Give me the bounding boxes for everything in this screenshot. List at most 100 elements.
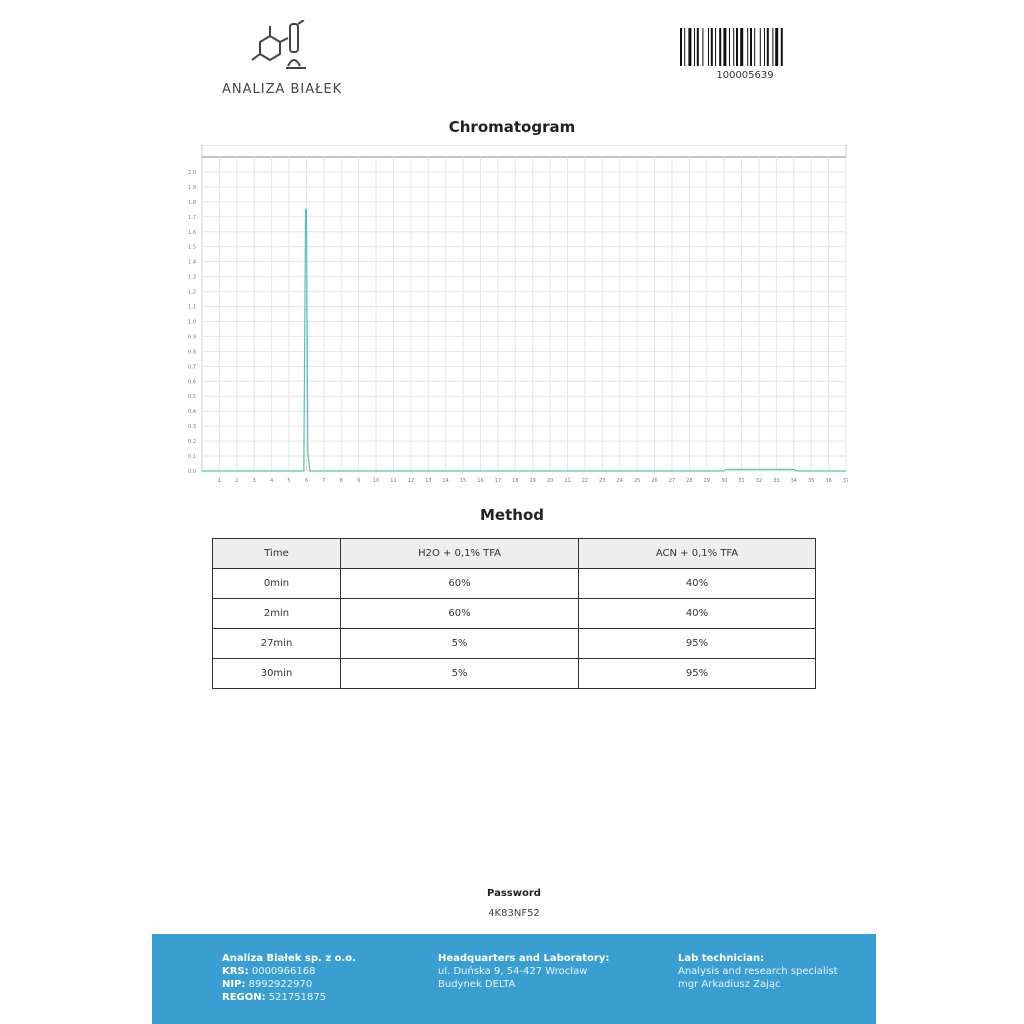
x-tick-label: 28 [686,478,692,484]
barcode-bar [729,28,730,66]
x-tick-label: 36 [825,478,831,484]
barcode-number: 100005639 [716,70,774,81]
chromatogram-chart: 1 2 3 4 5 6 7 8 9 10 11 12 13 14 15 16 17 18 19 20 21 22 23 24 2… [188,145,848,484]
x-tick-label: 25 [634,478,640,484]
barcode-bar [710,28,713,66]
x-tick-label: 23 [599,478,605,484]
y-tick-label: 1.4 [188,260,196,266]
nip-value: 8992922970 [248,979,313,990]
x-tick-label: 34 [791,478,797,484]
x-tick-label: 19 [530,478,536,484]
table-row: 2min 60% 40% [212,598,816,629]
y-tick-label: 0.0 [188,469,196,475]
x-tick-label: 37 [843,478,848,484]
barcode-bar [775,28,779,66]
cell: 40% [578,598,816,629]
chart-title: Chromatogram [448,118,576,136]
hq-address: ul. Duńska 9, 54-427 Wrocław [438,966,588,977]
y-tick-label: 1.3 [188,275,196,281]
table-row: 30min 5% 95% [212,658,816,689]
barcode-bar [747,28,749,66]
cell: 60% [340,568,579,599]
x-tick-label: 35 [808,478,814,484]
cell: 0min [212,568,341,599]
y-tick-label: 1.5 [188,245,196,251]
logo-icon [251,20,306,69]
x-tick-label: 33 [773,478,779,484]
y-tick-label: 1.1 [188,305,196,311]
y-tick-label: 0.5 [188,394,196,400]
cell: 95% [578,628,816,659]
y-tick-label: 0.8 [188,349,196,355]
tech-role: Analysis and research specialist [678,966,838,977]
cell: 60% [340,598,579,629]
barcode-bar [780,28,783,66]
y-tick-label: 0.4 [188,409,196,415]
y-tick-label: 1.9 [188,185,196,191]
x-tick-label: 6 [305,478,308,484]
hq-title: Headquarters and Laboratory: [438,953,610,964]
table-header-row: Time H2O + 0,1% TFA ACN + 0,1% TFA [212,538,816,569]
cell: 27min [212,628,341,659]
y-tick-label: 0.7 [188,364,196,370]
cell: 5% [340,658,579,689]
y-tick-label: 2.0 [188,170,196,176]
barcode-bar [702,28,704,66]
barcode-bar [733,28,735,66]
logo-text: ANALIZA BIAŁEK [222,82,343,97]
barcode-bar [764,28,765,66]
x-tick-label: 24 [617,478,623,484]
barcode-bar [766,28,769,66]
y-tick-label: 1.2 [188,290,196,296]
x-tick-label: 1 [218,478,221,484]
x-tick-label: 2 [235,478,238,484]
barcode-bar [736,28,738,66]
krs-label: KRS: [222,966,249,977]
x-tick-label: 7 [322,478,325,484]
chromatogram-trace [202,208,846,472]
y-tick-label: 0.1 [188,454,196,460]
krs-value: 0000966168 [251,966,316,977]
tech-title: Lab technician: [678,953,765,964]
x-tick-label: 8 [340,478,343,484]
x-tick-label: 10 [373,478,379,484]
method-table: Time H2O + 0,1% TFA ACN + 0,1% TFA 0min 6… [212,538,816,689]
x-tick-label: 13 [425,478,431,484]
y-tick-label: 0.6 [188,379,196,385]
x-tick-label: 20 [547,478,553,484]
nip-label: NIP: [222,979,246,990]
company-name: Analiza Białek sp. z o.o. [222,953,356,964]
barcode-bar [680,28,682,66]
regon-value: 521751875 [268,992,327,1003]
password-label: Password [487,888,541,899]
barcode-bar [715,28,716,66]
x-tick-label: 4 [270,478,273,484]
x-tick-label: 18 [512,478,518,484]
cell: 30min [212,658,341,689]
regon-label: REGON: [222,992,266,1003]
x-tick-label: 21 [564,478,570,484]
x-tick-label: 14 [442,478,448,484]
barcode-bar [723,28,727,66]
plot-frame [201,145,847,472]
barcode-bar [759,28,761,66]
y-tick-label: 1.0 [188,319,196,325]
x-tick-label: 16 [477,478,483,484]
method-title: Method [480,506,544,524]
x-tick-label: 32 [756,478,762,484]
barcode-bar [719,28,722,66]
barcode-bar [740,28,744,66]
x-tick-label: 11 [390,478,396,484]
table-row: 27min 5% 95% [212,628,816,659]
barcode-bar [694,28,695,66]
tech-name: mgr Arkadiusz Zając [678,979,781,990]
column-header: H2O + 0,1% TFA [340,538,579,569]
barcode-bar [772,28,774,66]
x-tick-label: 15 [460,478,466,484]
barcode-bar [750,28,752,66]
y-tick-label: 1.8 [188,200,196,206]
y-tick-label: 0.9 [188,334,196,340]
cell: 40% [578,568,816,599]
y-tick-label: 0.2 [188,439,196,445]
cell: 5% [340,628,579,659]
